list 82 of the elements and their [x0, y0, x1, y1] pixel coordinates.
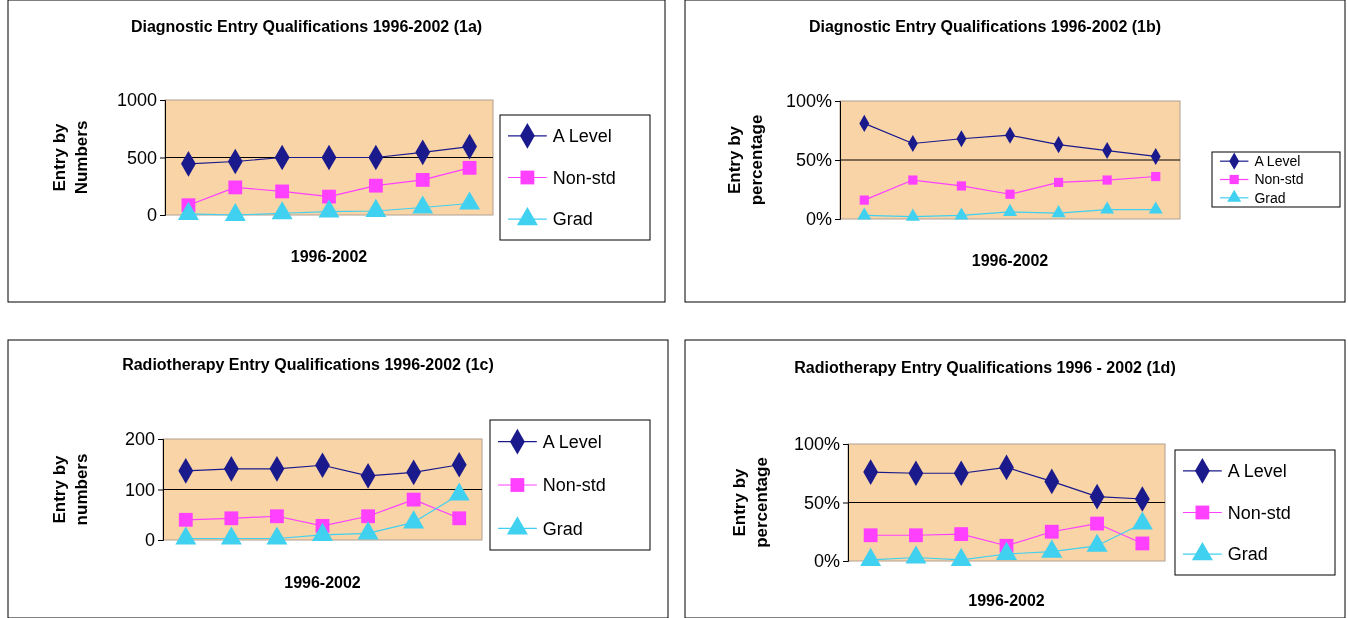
y-axis-title: Entry by percentage: [730, 457, 771, 548]
point: [1131, 511, 1153, 530]
point: [368, 178, 383, 193]
point: [224, 202, 246, 222]
y-tick-label: 0: [146, 205, 157, 226]
chart-title: Diagnostic Entry Qualifications 1996-2002 (1a): [130, 18, 483, 35]
point: [1005, 189, 1015, 199]
legend-label: A Level: [1227, 461, 1287, 482]
point: [403, 510, 425, 529]
point: [178, 512, 193, 527]
point: [406, 492, 421, 507]
y-tick-label: 50%: [795, 150, 832, 171]
y-axis-title: Entry by Numbers: [50, 120, 91, 195]
chart-title: Radiotherapy Entry Qualifications 1996 - 2002 (1d): [794, 359, 1176, 376]
legend-label: A Level: [552, 126, 612, 147]
point: [1044, 524, 1059, 539]
point: [860, 547, 882, 566]
point: [365, 198, 387, 218]
y-tick-label: 0%: [805, 209, 832, 230]
legend-label: A Level: [1254, 153, 1301, 170]
legend-label: Non-std: [1227, 502, 1291, 523]
y-tick-label: 500: [126, 147, 157, 168]
legend-label: Grad: [1254, 189, 1286, 206]
point: [1053, 177, 1064, 188]
point: [228, 180, 243, 195]
point: [1090, 516, 1104, 531]
point: [448, 482, 470, 501]
point: [954, 207, 969, 220]
point: [357, 521, 379, 540]
legend-label: Grad: [1227, 544, 1268, 565]
legend-label: Grad: [552, 209, 593, 230]
point: [271, 201, 293, 220]
point: [322, 189, 336, 204]
point: [859, 195, 869, 205]
point: [905, 545, 927, 564]
point: [1151, 171, 1161, 182]
y-axis-title: Entry by percentage: [725, 114, 766, 206]
point: [462, 160, 477, 175]
y-tick-label: 200: [124, 429, 155, 450]
point: [177, 201, 199, 220]
point: [275, 184, 290, 199]
x-axis-title: 1996-2002: [971, 252, 1049, 269]
point: [1051, 205, 1066, 218]
y-tick-label: 100%: [793, 434, 840, 455]
point: [1041, 539, 1063, 558]
legend-label: Grad: [542, 518, 583, 539]
point: [954, 527, 969, 541]
x-axis-title: 1996-2002: [284, 574, 361, 591]
point: [956, 181, 967, 191]
point: [1100, 201, 1115, 214]
point: [220, 526, 242, 545]
point: [318, 199, 340, 218]
chart-title: Diagnostic Entry Qualifications 1996-2002 (1b): [808, 18, 1162, 35]
point: [1003, 203, 1017, 216]
legend-label: A Level: [542, 431, 602, 452]
point: [415, 173, 430, 187]
point: [266, 526, 288, 545]
legend-label: Non-std: [542, 475, 606, 496]
point: [905, 208, 920, 221]
point: [312, 522, 333, 541]
point: [1086, 533, 1108, 552]
point: [412, 195, 434, 214]
point: [459, 191, 481, 210]
chart-title: Radiotherapy Entry Qualifications 1996-2002 (1c): [122, 356, 494, 373]
legend-label: Non-std: [1254, 171, 1304, 188]
y-tick-label: 1000: [116, 90, 157, 111]
y-tick-label: 0: [144, 530, 155, 551]
point: [857, 207, 872, 220]
x-axis-title: 1996-2002: [968, 592, 1045, 609]
x-axis-title: 1996-2002: [290, 248, 368, 265]
point: [908, 175, 918, 185]
point: [950, 547, 972, 566]
y-tick-label: 100%: [785, 91, 832, 112]
point: [996, 541, 1017, 561]
y-tick-label: 50%: [803, 492, 840, 513]
legend-label: Non-std: [552, 167, 616, 188]
point: [1102, 175, 1112, 185]
point: [1148, 201, 1163, 214]
y-tick-label: 0%: [813, 551, 840, 572]
y-tick-label: 100: [124, 479, 155, 500]
y-axis-title: Entry by numbers: [50, 453, 91, 526]
point: [175, 526, 197, 545]
